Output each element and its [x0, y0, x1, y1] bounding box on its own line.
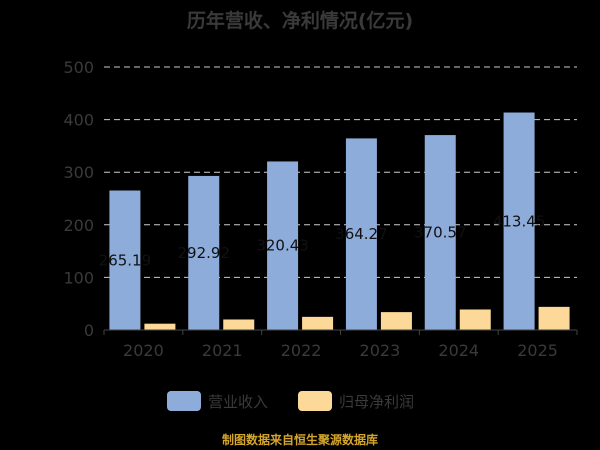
bar-net-profit: [223, 319, 255, 330]
axes: 0 100 200 300 400 500 2020 2021 2022 2023 2024 2025: [63, 58, 578, 360]
data-labels: 265.19 292.92 320.43 364.27 370.57 413.45: [99, 212, 546, 269]
bar-revenue: [188, 175, 220, 330]
bar-net-profit: [380, 312, 412, 330]
bar-net-profit: [144, 323, 176, 330]
chart-title: 历年营收、净利情况(亿元): [186, 10, 414, 32]
y-tick-label: 300: [63, 163, 94, 182]
bar-revenue: [424, 135, 456, 330]
x-tick-label: 2023: [360, 341, 401, 360]
data-label: 413.45: [493, 212, 546, 230]
data-label: 265.19: [99, 251, 152, 269]
gridlines: [104, 66, 577, 278]
data-label: 320.43: [256, 237, 309, 255]
y-tick-label: 400: [63, 111, 94, 130]
legend-label: 营业收入: [208, 393, 268, 411]
legend-label: 归母净利润: [339, 393, 414, 411]
y-tick-label: 100: [63, 268, 94, 287]
bar-net-profit: [302, 316, 334, 330]
x-tick-label: 2020: [123, 341, 164, 360]
bar-revenue: [267, 161, 299, 330]
data-label: 292.92: [178, 244, 231, 262]
bar-revenue: [345, 138, 377, 330]
x-tick-label: 2021: [202, 341, 243, 360]
bar-net-profit: [459, 309, 491, 330]
bars: [109, 112, 570, 330]
x-tick-label: 2025: [517, 341, 558, 360]
source-note: 制图数据来自恒生聚源数据库: [221, 433, 378, 447]
bar-revenue: [109, 190, 141, 330]
legend-swatch: [167, 391, 201, 411]
data-label: 364.27: [335, 225, 388, 243]
legend-swatch: [298, 391, 332, 411]
x-tick-label: 2024: [438, 341, 479, 360]
y-tick-label: 200: [63, 216, 94, 235]
legend[interactable]: 营业收入 归母净利润: [167, 391, 414, 411]
x-tick-label: 2022: [281, 341, 322, 360]
data-label: 370.57: [414, 224, 467, 242]
bar-net-profit: [538, 306, 570, 330]
y-tick-label: 500: [63, 58, 94, 77]
bar-revenue: [503, 112, 535, 330]
y-tick-label: 0: [84, 321, 94, 340]
